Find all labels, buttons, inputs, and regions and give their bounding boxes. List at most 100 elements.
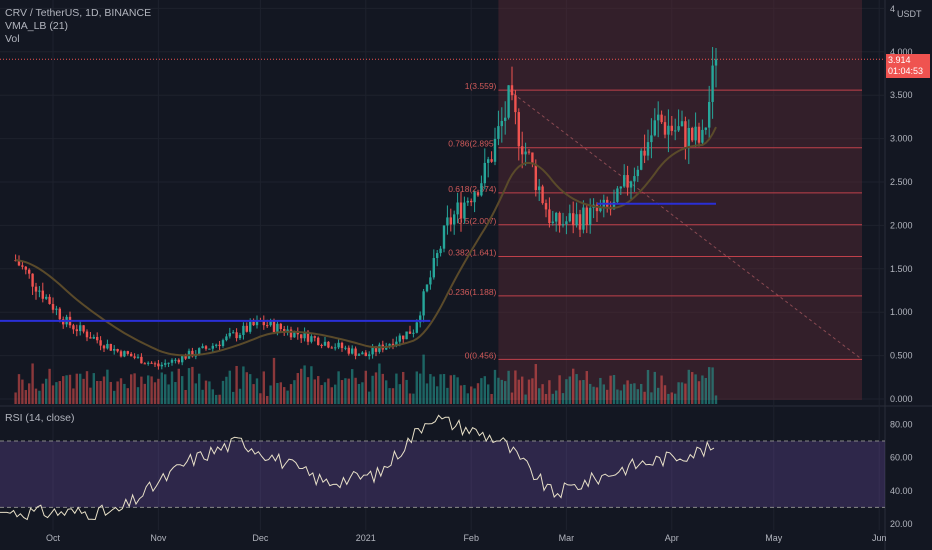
volume-bar [72,388,75,404]
candle-body [402,335,405,340]
volume-bar [395,373,398,404]
candle-body [140,356,143,364]
fib-level-label: 0.618(2.374) [448,184,496,194]
volume-bar [31,363,34,404]
volume-bar [684,383,687,404]
candle-body [266,325,269,327]
volume-bar [334,384,337,404]
symbol-title[interactable]: CRV / TetherUS, 1D, BINANCE [5,7,152,19]
candle-body [565,221,568,225]
candle-body [204,346,208,349]
volume-bar [157,378,160,404]
volume-bar [480,378,483,404]
candle-body [102,345,106,349]
volume-bar [521,376,524,404]
candle-body [538,186,541,191]
volume-bar [41,383,44,404]
volume-bar [147,375,150,404]
volume-bar [582,379,585,404]
candle-body [55,308,58,310]
volume-bar [89,387,92,404]
candle-body [507,85,510,118]
volume-bar [75,373,78,404]
volume-bar [337,371,340,404]
time-axis-label: Nov [150,533,167,543]
candle-body [272,320,276,333]
vma-curve [15,126,717,357]
volume-bar [198,373,201,404]
candle-body [361,352,364,355]
vma-indicator-label[interactable]: VMA_LB (21) [5,20,69,32]
volume-bar [153,382,157,404]
candle-body [136,356,140,358]
candle-body [41,290,44,299]
candle-body [279,323,282,330]
price-axis-tick: 3.000 [890,134,913,144]
volume-bar [595,387,599,404]
candle-body [599,206,602,212]
volume-bar [215,394,218,404]
volume-bar [201,389,204,404]
volume-bar [487,384,490,404]
volume-bar [109,381,112,404]
volume-bar [306,377,310,404]
volume-bar [636,389,639,404]
volume-bar [116,381,119,404]
volume-bar [701,375,704,404]
candle-body [109,343,112,351]
vma-line [15,126,717,357]
volume-bar [126,388,129,404]
volume-bar [364,370,367,404]
volume-bar [79,373,82,404]
candle-body [500,120,503,127]
volume-indicator-label[interactable]: Vol [5,33,20,45]
candle-body [436,253,439,259]
price-axis-tick: 0.000 [890,394,913,404]
volume-bar [378,363,381,404]
volume-bar [106,369,109,404]
volume-bar [289,384,293,404]
volume-bar [354,377,357,404]
candle-body [123,351,126,357]
volume-bar [269,385,272,404]
volume-bar [245,372,248,404]
volume-bar [327,378,330,404]
candle-body [704,127,707,130]
candle-body [215,344,218,346]
candle-body [24,266,27,270]
fib-level-label: 0.382(1.641) [448,248,496,258]
candle-body [541,186,544,204]
volume-bar [704,377,707,404]
volume-bar [483,376,486,404]
rsi-indicator-label[interactable]: RSI (14, close) [5,412,75,424]
volume-bar [527,379,531,404]
candle-body [354,348,357,356]
candle-body [28,269,31,274]
volume-bar [225,376,228,404]
candle-body [619,186,622,189]
candle-body [466,200,469,203]
candle-body [680,121,684,127]
price-axis-tick: 4 [890,4,895,14]
volume-bar [45,378,48,404]
volume-bar [113,390,116,404]
price-axis-tick: 1.000 [890,307,913,317]
fib-zone [498,0,862,400]
volume-bar [405,379,408,404]
volume-bar [691,372,694,404]
candle-body [633,176,636,182]
candle-body [714,59,718,66]
candle-body [334,347,337,349]
candle-body [483,162,486,184]
volume-bar [65,375,68,404]
candle-body [551,221,554,223]
volume-bar [534,364,537,404]
volume-bar [697,381,701,404]
volume-bar [493,369,497,404]
candle-body [623,175,626,187]
volume-bar [249,374,252,404]
candle-body [684,121,687,148]
candle-body [459,202,463,219]
volume-bar [283,387,286,404]
